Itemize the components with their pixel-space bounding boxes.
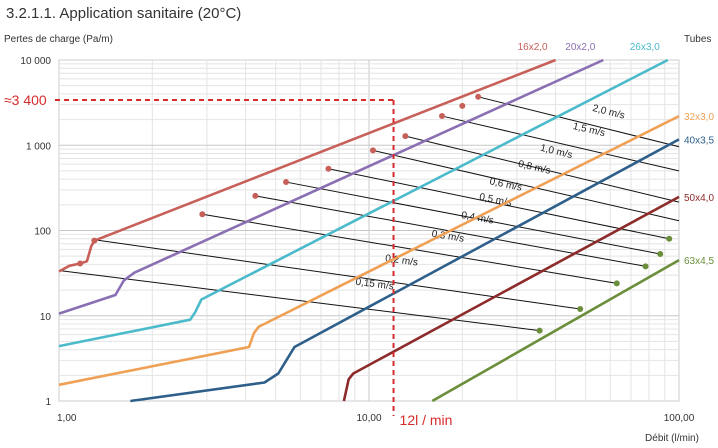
series-line xyxy=(58,58,557,273)
series-marker xyxy=(613,280,620,287)
series-marker xyxy=(475,93,482,100)
series-marker xyxy=(369,147,376,154)
series-marker xyxy=(439,113,446,120)
series-label: 40x3,5 xyxy=(684,135,714,146)
series-marker xyxy=(577,305,584,312)
velocity-label: 1,5 m/s xyxy=(572,121,606,139)
x-tick-label: 10,00 xyxy=(356,413,381,424)
series-marker xyxy=(325,165,332,172)
y-tick-label: 1 000 xyxy=(26,141,51,152)
pressure-annotation: ≈3 400 xyxy=(4,92,47,108)
velocity-line xyxy=(94,239,581,310)
series-markers xyxy=(77,93,673,334)
velocity-label: 0,8 m/s xyxy=(517,159,551,177)
series-labels: 16x2,0 20x2,0 26x3,0 32x3,0 40x3,5 50x4,0 63x4… xyxy=(518,42,715,267)
series-label: 63x4,5 xyxy=(684,256,714,267)
axis-ticks: 10 000 1 000 100 10 1 1,00 10,00 100,00 xyxy=(20,56,694,424)
x-tick-label: 1,00 xyxy=(57,413,77,424)
velocity-line xyxy=(478,96,680,148)
x-axis-label: Débit (l/min) xyxy=(645,433,699,444)
series-label: 16x2,0 xyxy=(518,42,548,53)
series-line xyxy=(130,138,680,403)
series-marker xyxy=(199,211,206,218)
series-marker xyxy=(252,192,259,199)
y-tick-label: 10 xyxy=(40,312,52,323)
series-marker xyxy=(77,260,84,267)
y-tick-label: 1 xyxy=(45,397,51,408)
series-line xyxy=(58,58,669,348)
legend-title: Tubes xyxy=(684,34,711,45)
x-tick-label: 100,00 xyxy=(664,413,695,424)
series-label: 20x2,0 xyxy=(565,42,595,53)
velocity-line xyxy=(58,269,540,332)
series-label: 50x4,0 xyxy=(684,193,714,204)
velocity-line xyxy=(405,135,680,203)
series-line xyxy=(342,195,680,402)
series-line xyxy=(431,258,680,403)
series-marker xyxy=(402,133,409,140)
y-tick-label: 100 xyxy=(34,227,51,238)
series-marker xyxy=(283,179,290,186)
series-marker xyxy=(91,237,98,244)
series-marker xyxy=(459,102,466,109)
series-label: 26x3,0 xyxy=(630,42,660,53)
grid xyxy=(59,60,679,401)
series-marker xyxy=(657,251,664,258)
chart-title: 3.2.1.1. Application sanitaire (20°C) xyxy=(6,5,241,22)
flow-annotation: 12l / min xyxy=(400,412,453,428)
velocity-line xyxy=(441,115,680,172)
velocity-line xyxy=(372,149,680,222)
velocity-line xyxy=(202,213,617,284)
series-label: 32x3,0 xyxy=(684,112,714,123)
series-marker xyxy=(666,235,673,242)
y-tick-label: 10 000 xyxy=(20,56,51,67)
series-line xyxy=(58,58,604,315)
annotations: ≈3 400 12l / min xyxy=(4,92,452,428)
velocity-label: 2,0 m/s xyxy=(591,103,625,122)
velocity-line xyxy=(328,168,670,240)
y-axis-label: Pertes de charge (Pa/m) xyxy=(4,34,113,45)
series-marker xyxy=(642,263,649,270)
series-marker xyxy=(536,327,543,334)
series-line xyxy=(58,114,680,387)
